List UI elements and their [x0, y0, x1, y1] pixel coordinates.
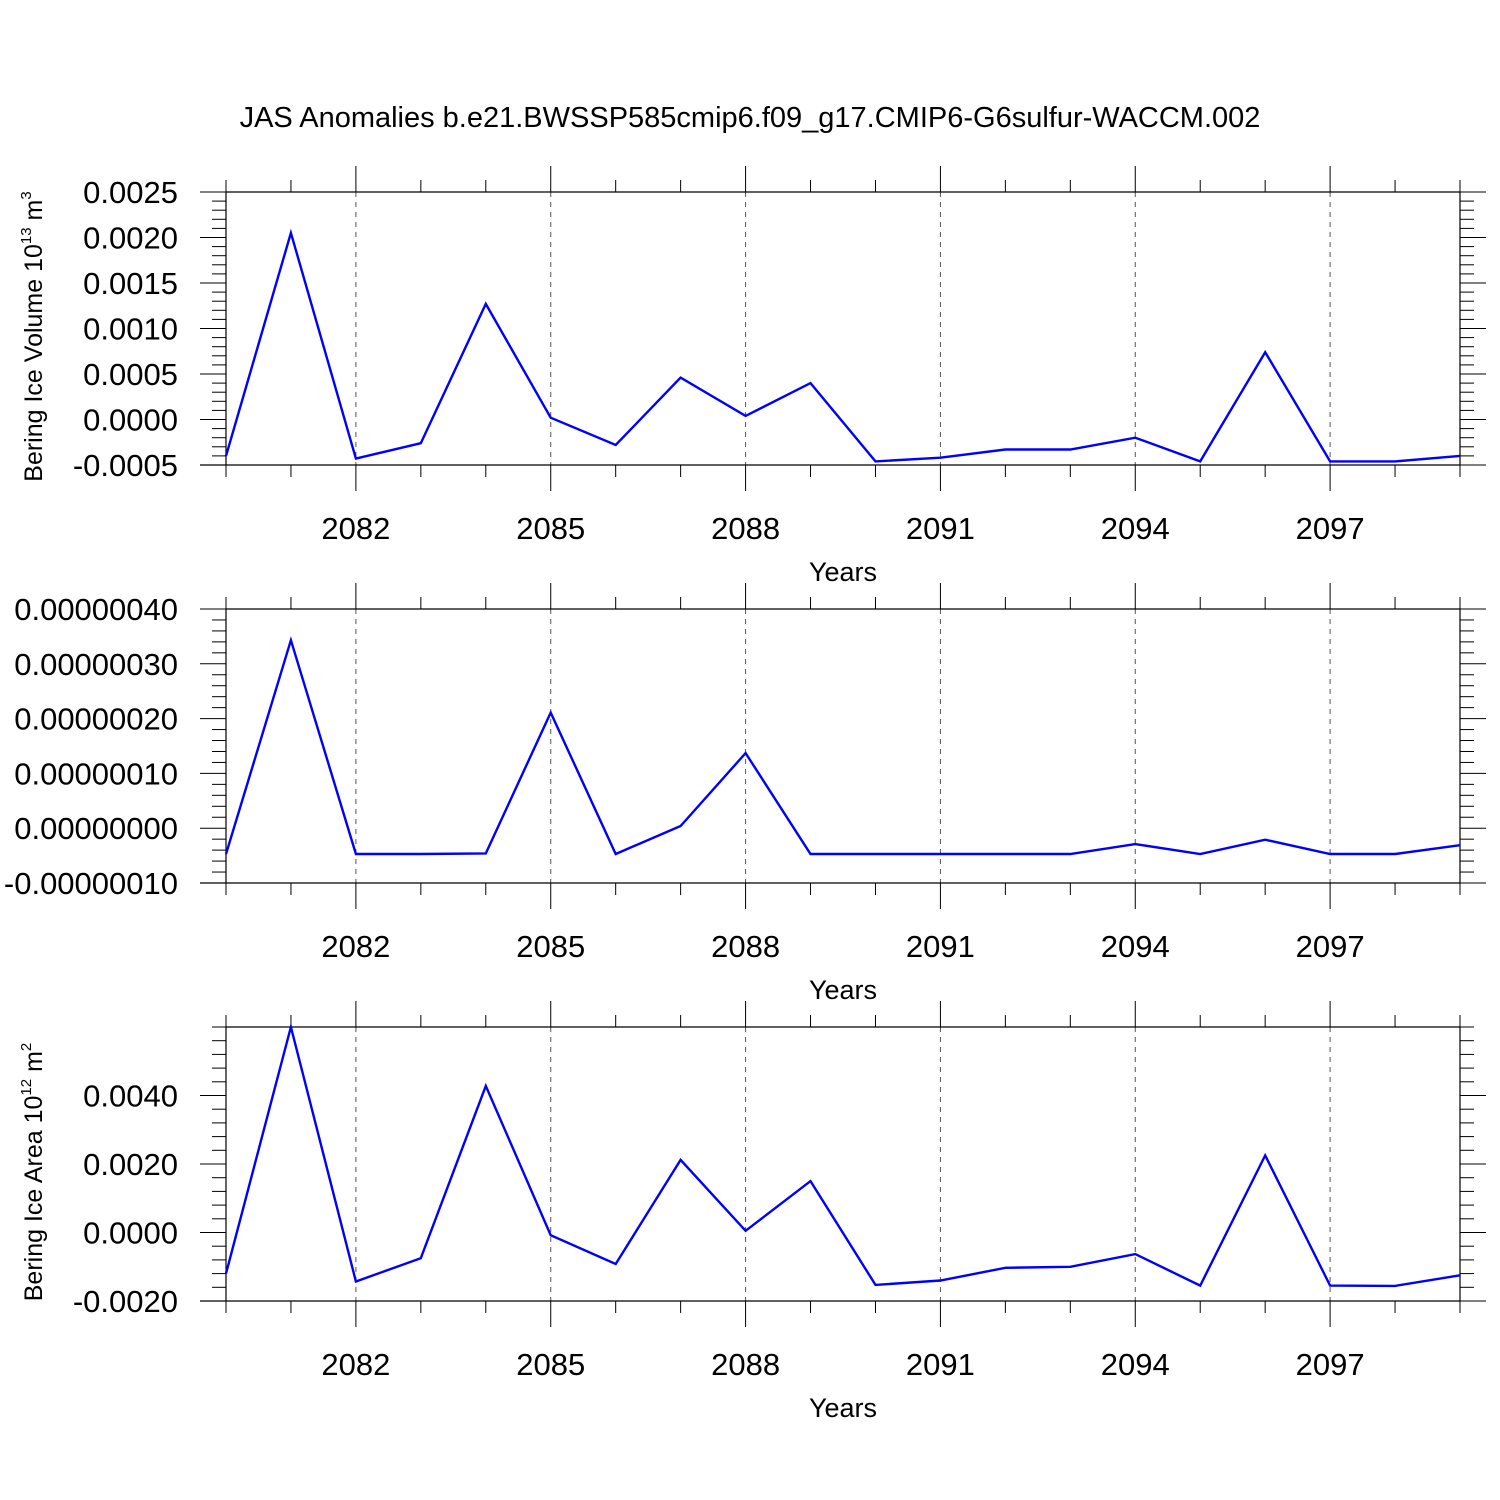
y-axis-label-part: Bering Ice Area 10 [20, 1096, 48, 1302]
y-axis-label-part: 12 [18, 1079, 35, 1096]
y-axis-label-part: 2 [18, 1043, 35, 1051]
x-tick-label: 2097 [1296, 929, 1365, 964]
chart-panel-2: -0.00000010 0.00000000 0.00000010 0.0000002… [4, 583, 1486, 1005]
x-axis-label: Years [809, 1393, 877, 1423]
series-line [224, 636, 1461, 856]
y-axis-label-part: 3 [18, 191, 35, 199]
y-tick-label: 0.00000000 [14, 811, 178, 846]
y-tick-label: 0.0000 [83, 403, 178, 438]
x-tick-label: 2091 [906, 929, 975, 964]
y-axis-label-part: m [20, 200, 48, 228]
y-tick-label: 0.0005 [83, 357, 178, 392]
y-tick-label: 0.0040 [83, 1079, 178, 1114]
y-tick-label: 0.0020 [83, 221, 178, 256]
chart-panels: -0.0005 0.0000 0.0005 0.0010 0.0015 0.0020 0.0… [4, 166, 1486, 1423]
x-tick-label: 2085 [516, 929, 585, 964]
y-axis-label-part: m [20, 1051, 48, 1079]
x-tick-label: 2094 [1101, 929, 1170, 964]
y-tick-label: -0.00000010 [4, 866, 178, 901]
y-tick-label: 0.0020 [83, 1147, 178, 1182]
chart-panel-3: -0.0020 0.0000 0.0020 0.0040 2082 2085 2088 209… [18, 1001, 1486, 1423]
y-axis-label-part: Bering Ice Volume 10 [20, 244, 48, 482]
series-line [224, 1022, 1461, 1288]
x-tick-label: 2085 [516, 1347, 585, 1382]
x-tick-label: 2094 [1101, 1347, 1170, 1382]
x-tick-label: 2082 [321, 1347, 390, 1382]
x-tick-label: 2088 [711, 511, 780, 546]
y-tick-label: 0.0010 [83, 312, 178, 347]
y-tick-label: -0.0020 [73, 1284, 178, 1319]
x-tick-label: 2085 [516, 511, 585, 546]
series-line [224, 228, 1461, 463]
x-tick-label: 2094 [1101, 511, 1170, 546]
y-axis-label-part: 13 [18, 227, 35, 244]
x-tick-label: 2091 [906, 1347, 975, 1382]
y-tick-label: 0.00000020 [14, 702, 178, 737]
y-tick-label: 0.00000010 [14, 756, 178, 791]
y-tick-label: -0.0005 [73, 448, 178, 483]
x-tick-label: 2082 [321, 511, 390, 546]
y-tick-label: 0.00000030 [14, 647, 178, 682]
y-tick-label: 0.0000 [83, 1216, 178, 1251]
y-axis-label: Bering Ice Volume 1013 m3 [18, 191, 48, 481]
y-tick-label: 0.00000040 [14, 592, 178, 627]
x-axis-label: Years [809, 975, 877, 1005]
x-axis-label: Years [809, 557, 877, 587]
x-tick-label: 2082 [321, 929, 390, 964]
y-tick-label: 0.0025 [83, 175, 178, 210]
x-tick-label: 2097 [1296, 1347, 1365, 1382]
y-axis-label: Bering Ice Area 1012 m2 [18, 1043, 48, 1302]
x-tick-label: 2088 [711, 1347, 780, 1382]
y-tick-label: 0.0015 [83, 266, 178, 301]
x-tick-label: 2088 [711, 929, 780, 964]
x-tick-label: 2091 [906, 511, 975, 546]
x-tick-label: 2097 [1296, 511, 1365, 546]
chart-panel-1: -0.0005 0.0000 0.0005 0.0010 0.0015 0.0020 0.0… [18, 166, 1486, 587]
figure-title: JAS Anomalies b.e21.BWSSP585cmip6.f09_g1… [240, 102, 1261, 134]
